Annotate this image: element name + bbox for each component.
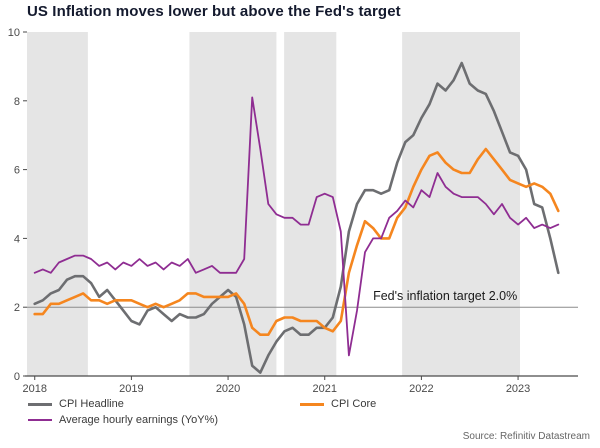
legend-swatch-headline-icon — [28, 402, 52, 406]
fed-target-annotation: Fed's inflation target 2.0% — [373, 289, 517, 303]
legend-item-avg-hourly-earnings: Average hourly earnings (YoY%) — [28, 414, 218, 426]
x-tick-label: 2023 — [506, 383, 530, 395]
shaded-band — [189, 32, 277, 376]
shaded-band — [402, 32, 520, 376]
x-tick-label: 2020 — [216, 383, 240, 395]
legend-swatch-core-icon — [300, 402, 324, 406]
x-tick-label: 2019 — [119, 383, 143, 395]
legend-label-cpi-headline: CPI Headline — [59, 398, 124, 410]
legend-item-cpi-core: CPI Core — [300, 398, 376, 410]
series-line-cpi-headline — [33, 61, 560, 374]
y-tick-label: 8 — [14, 96, 20, 108]
series-line-cpi-core — [33, 147, 560, 337]
x-tick-label: 2018 — [22, 383, 46, 395]
legend-label-avg-hourly-earnings: Average hourly earnings (YoY%) — [59, 414, 218, 426]
x-tick-label: 2022 — [409, 383, 433, 395]
chart-title: US Inflation moves lower but above the F… — [27, 3, 401, 20]
y-tick-label: 6 — [14, 165, 20, 177]
legend-swatch-earnings-icon — [28, 419, 52, 421]
y-tick-label: 2 — [14, 302, 20, 314]
source-credit: Source: Refinitiv Datastream — [462, 431, 590, 442]
y-tick-label: 10 — [8, 27, 20, 39]
shaded-band — [27, 32, 88, 376]
y-tick-label: 0 — [14, 371, 20, 383]
legend-item-cpi-headline: CPI Headline — [28, 398, 124, 410]
series-line-avg-hourly-earnings — [33, 96, 560, 357]
legend-label-cpi-core: CPI Core — [331, 398, 377, 410]
x-tick-label: 2021 — [312, 383, 336, 395]
y-tick-label: 4 — [14, 233, 20, 245]
